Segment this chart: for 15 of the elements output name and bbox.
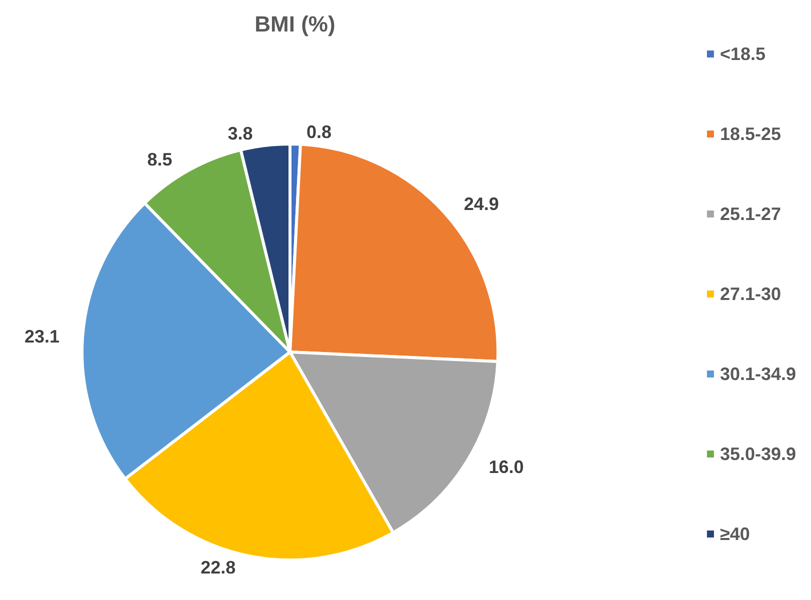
legend-label: 25.1-27 — [720, 204, 781, 224]
legend-label: 27.1-30 — [720, 284, 781, 304]
data-label: 3.8 — [228, 124, 253, 144]
data-label: 0.8 — [306, 122, 332, 142]
legend-label: <18.5 — [720, 44, 766, 64]
data-label: 24.9 — [464, 194, 499, 214]
data-label: 16.0 — [488, 456, 524, 477]
legend-label: 35.0-39.9 — [720, 444, 796, 464]
chart-title: BMI (%) — [254, 12, 336, 36]
data-label: 22.8 — [200, 558, 236, 578]
legend-label: ≥40 — [720, 524, 750, 544]
legend-label: 18.5-25 — [720, 124, 781, 144]
legend-label: 30.1-34.9 — [720, 364, 796, 384]
data-label: 8.5 — [147, 150, 172, 170]
data-label: 23.1 — [24, 326, 60, 346]
